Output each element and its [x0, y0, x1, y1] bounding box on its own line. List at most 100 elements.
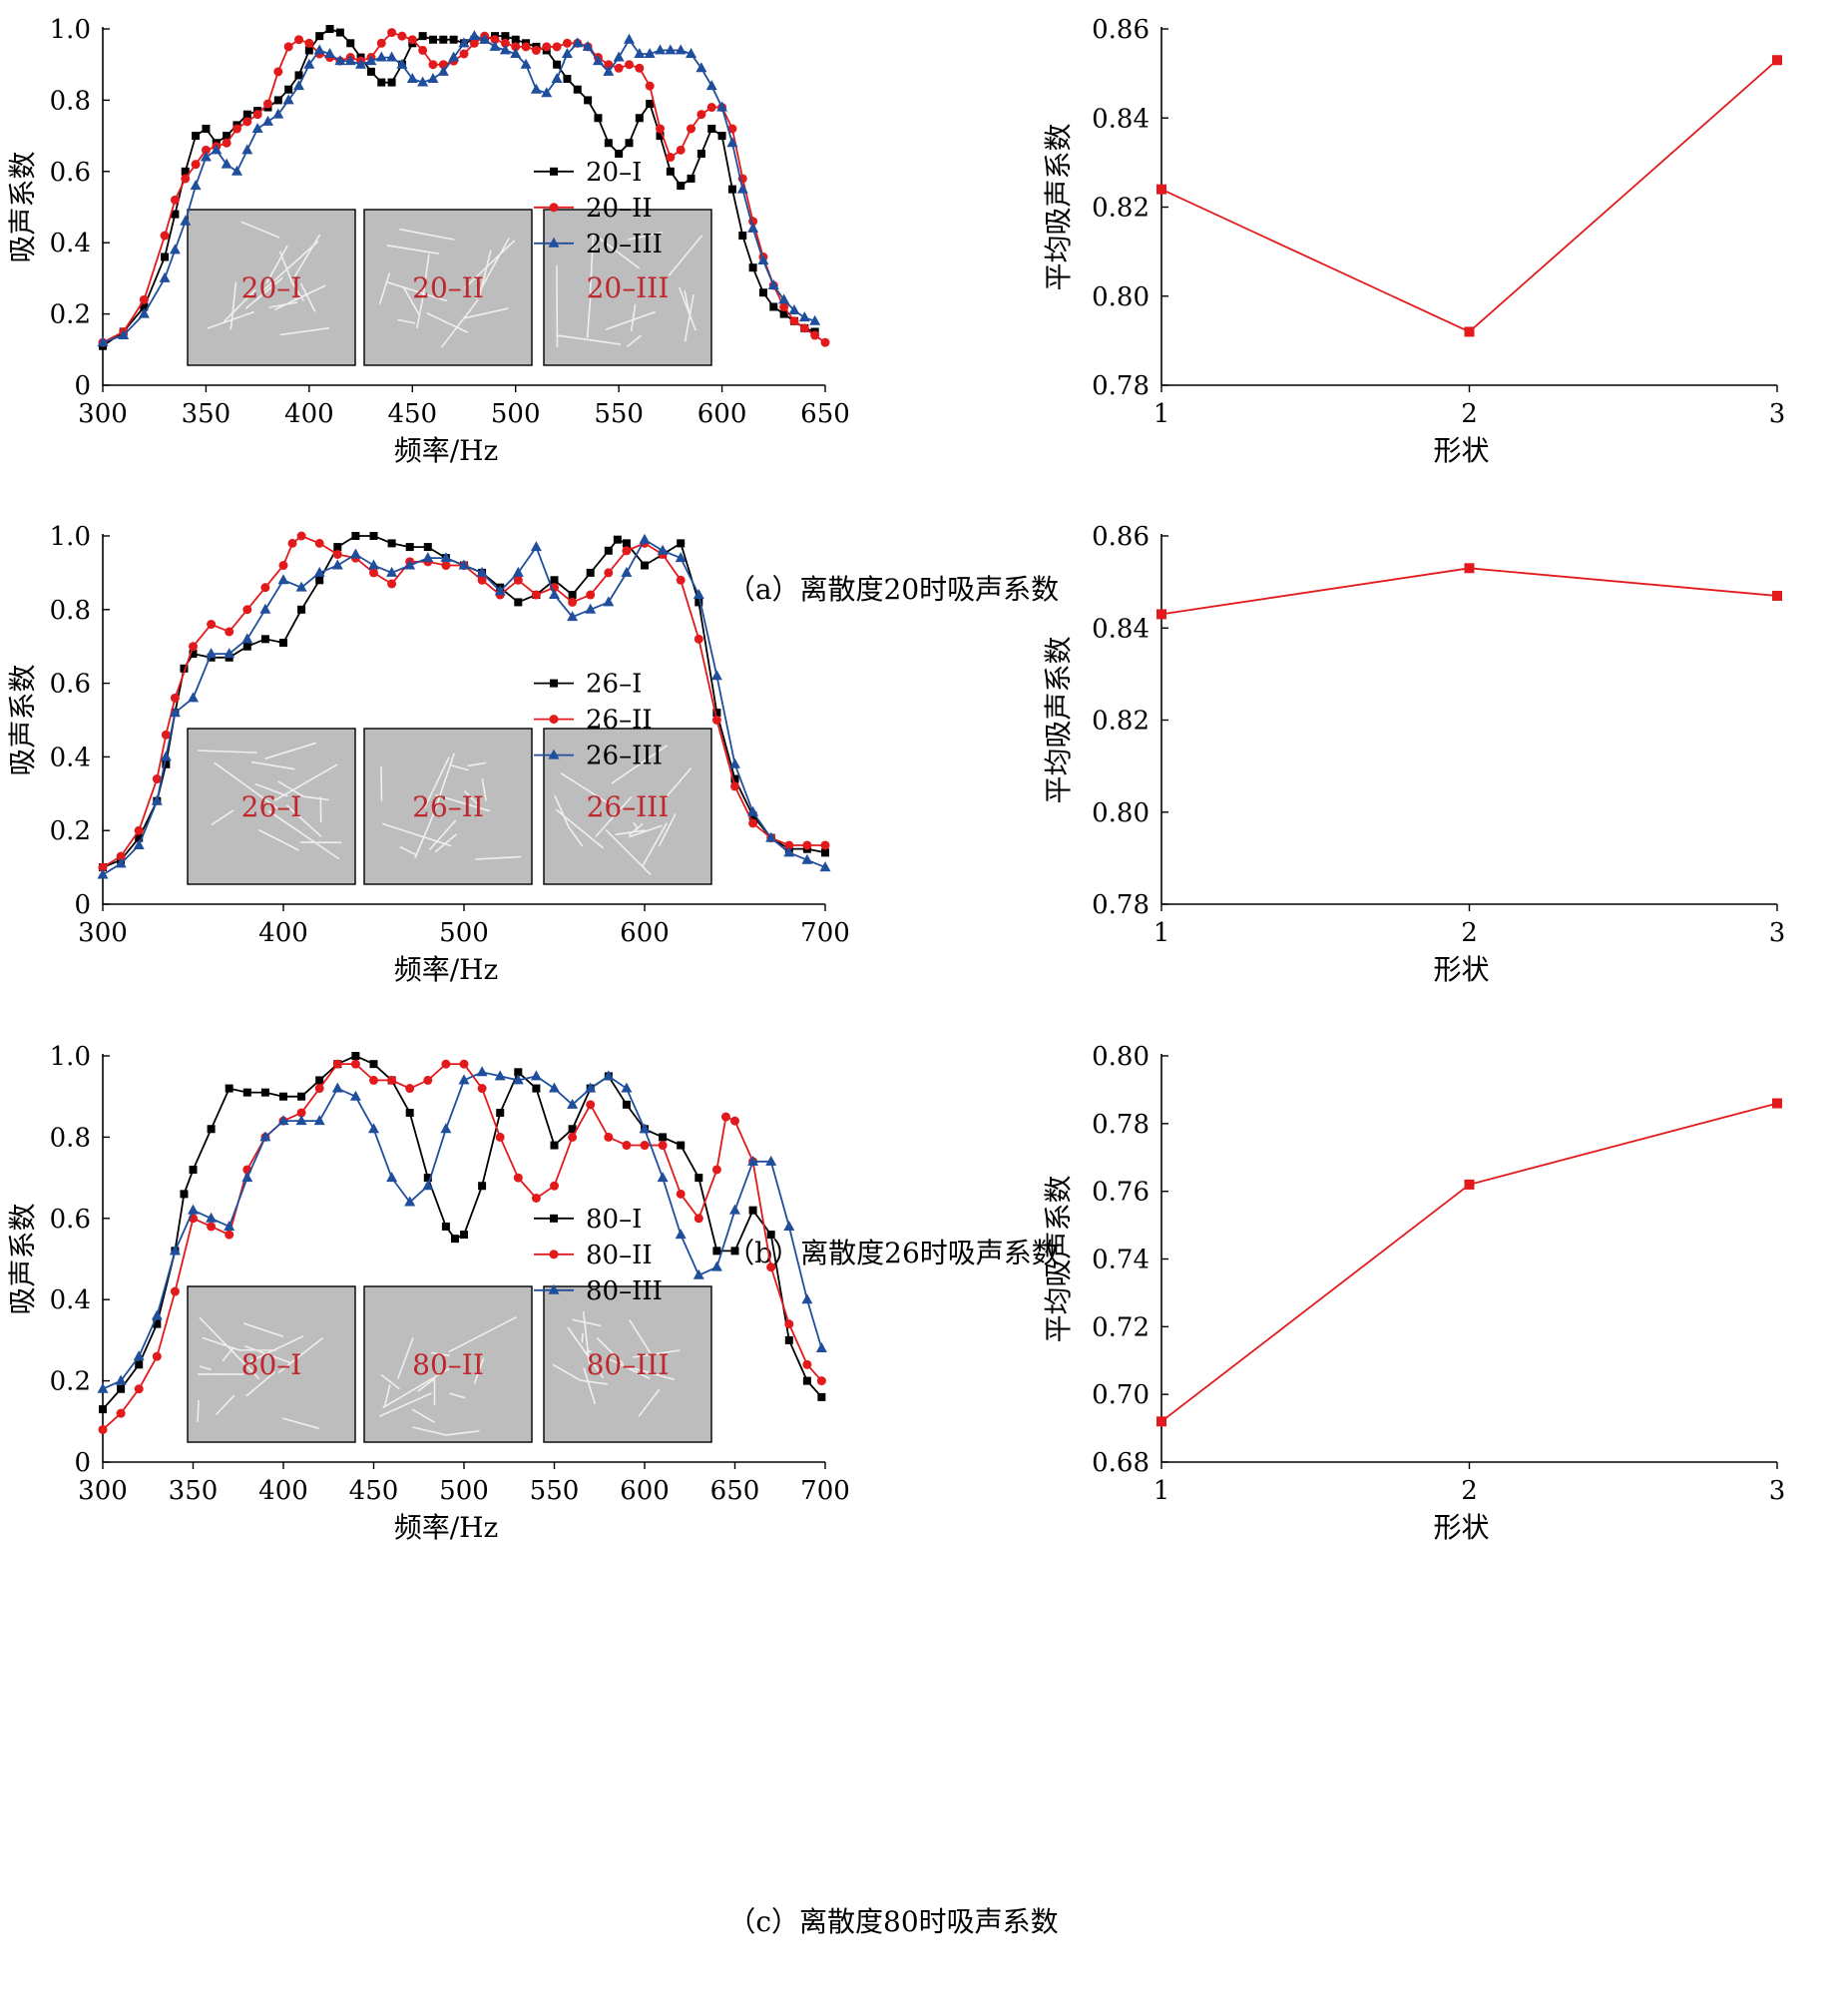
x-axis-label: 频率/Hz [394, 434, 499, 467]
spectrum-chart: 300 350 400 450 500 550 600 650 700 0 0.2 0.4 0.6 0.8… [6, 1042, 850, 1544]
data-point [513, 1173, 523, 1183]
x-tick-label: 550 [530, 1476, 580, 1506]
data-point [511, 35, 520, 44]
data-point [469, 38, 479, 48]
data-point [417, 76, 429, 87]
data-point [687, 174, 695, 183]
data-point [604, 568, 614, 578]
legend-marker [549, 715, 559, 725]
data-point [717, 132, 726, 141]
x-tick-label: 300 [78, 399, 128, 429]
data-point [613, 51, 625, 62]
y-axis-label: 吸声系数 [6, 151, 39, 262]
data-point [170, 693, 180, 703]
data-point [766, 1262, 776, 1272]
data-point [169, 707, 181, 718]
data-point [625, 139, 634, 148]
data-point [304, 38, 314, 48]
data-point [98, 862, 108, 872]
data-point [225, 1084, 233, 1093]
data-point [477, 575, 487, 585]
data-point [603, 1070, 615, 1081]
data-point [694, 598, 703, 607]
data-point [640, 1141, 650, 1151]
data-point [729, 1204, 740, 1215]
data-point [387, 1075, 397, 1085]
data-point [261, 115, 273, 126]
data-point [767, 279, 779, 290]
data-point [758, 288, 767, 297]
data-point [644, 47, 656, 58]
data-point [639, 533, 651, 544]
data-point [153, 1319, 162, 1328]
data-point [614, 63, 624, 73]
data-point [677, 539, 686, 548]
data-point [549, 589, 560, 600]
data-point [241, 633, 253, 644]
mean-point [1772, 1098, 1782, 1109]
data-point [133, 838, 145, 849]
data-point [211, 144, 223, 155]
x-tick-label: 650 [710, 1476, 760, 1506]
data-point [242, 605, 252, 615]
data-point [223, 132, 231, 141]
data-point [423, 1174, 432, 1183]
x-tick-label: 350 [169, 1476, 219, 1506]
data-point [180, 1190, 189, 1199]
data-point [405, 543, 414, 552]
data-point [562, 38, 572, 48]
data-point [277, 1115, 289, 1126]
data-point [304, 46, 313, 55]
mean-absorption-chart: 1 2 3 0.78 0.80 0.82 0.84 0.86 形状 平均吸声系数 [1042, 15, 1785, 467]
inset-cell-boundaries [554, 745, 693, 876]
data-point [201, 145, 211, 155]
data-point [788, 304, 800, 315]
data-point [695, 62, 707, 73]
legend-label: 26–III [586, 742, 663, 771]
data-point [531, 590, 541, 600]
data-point [603, 65, 615, 76]
data-point [765, 1155, 777, 1166]
data-point [727, 185, 736, 194]
data-point [314, 538, 324, 548]
y-tick-label: 0.2 [50, 816, 91, 846]
data-point [189, 650, 198, 659]
data-point [568, 1132, 578, 1142]
data-point [476, 1066, 488, 1077]
data-point [140, 302, 149, 311]
data-point [377, 78, 386, 87]
data-point [191, 160, 201, 170]
data-point [784, 840, 794, 850]
x-tick-label: 2 [1461, 918, 1478, 948]
data-point [585, 603, 597, 614]
data-point [315, 32, 324, 41]
data-point [346, 39, 355, 48]
mean-point [1464, 563, 1475, 574]
data-point [135, 1360, 144, 1369]
data-point [241, 144, 253, 155]
data-point [260, 583, 270, 593]
data-point [748, 818, 758, 828]
data-point [296, 531, 306, 541]
data-point [512, 1074, 524, 1085]
data-point [477, 1084, 487, 1094]
data-point [190, 180, 202, 191]
x-tick-label: 1 [1154, 399, 1170, 429]
x-tick-label: 3 [1769, 918, 1786, 948]
data-point [552, 42, 562, 52]
data-point [441, 1059, 451, 1069]
y-axis-label: 吸声系数 [6, 1203, 39, 1314]
data-point [272, 108, 284, 119]
data-point [729, 757, 740, 768]
data-point [134, 825, 144, 835]
data-point [816, 1376, 826, 1386]
data-point [675, 552, 687, 563]
data-point [586, 1100, 596, 1110]
data-point [677, 1141, 686, 1150]
data-point [613, 535, 622, 544]
data-point [815, 1342, 827, 1353]
x-tick-label: 450 [387, 399, 437, 429]
series-line [102, 538, 826, 876]
data-point [604, 546, 613, 555]
mean-point [1464, 1179, 1475, 1190]
